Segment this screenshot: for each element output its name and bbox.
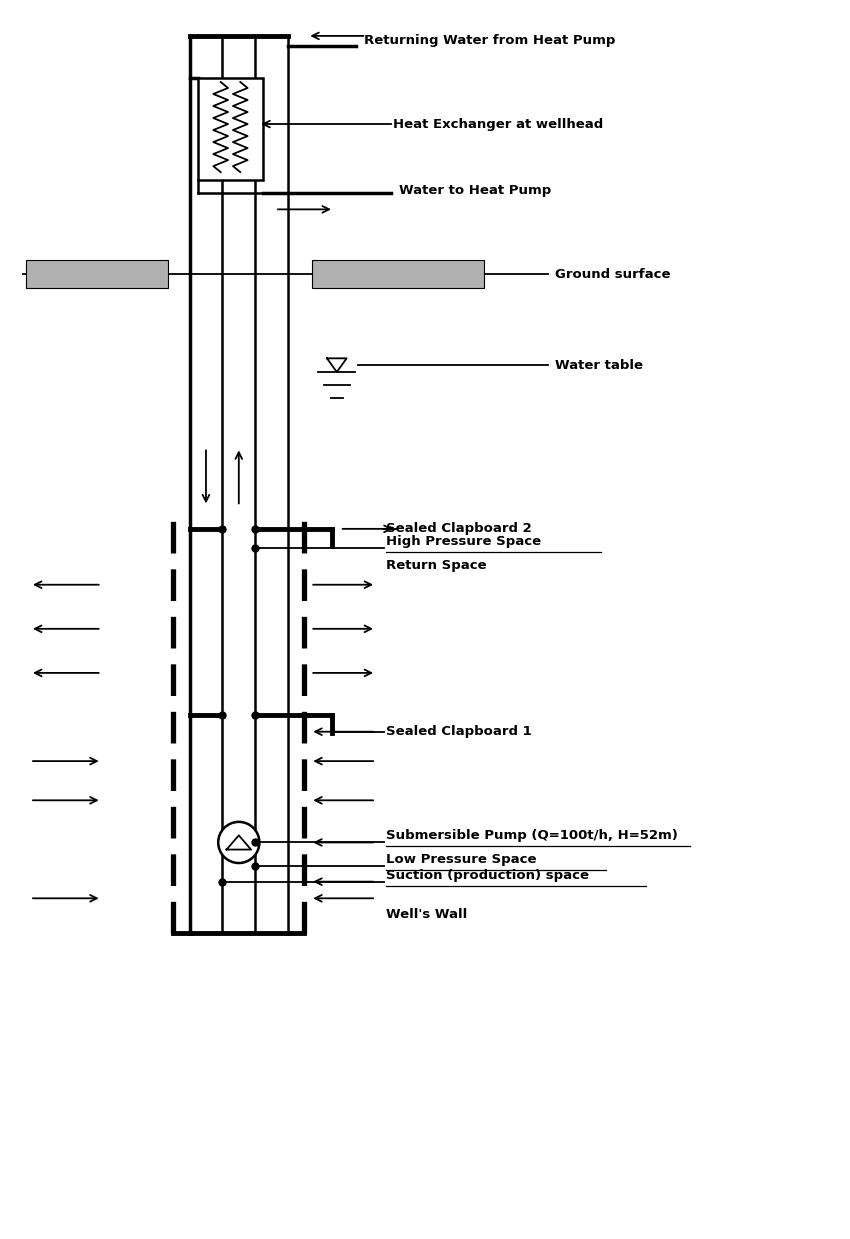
Bar	[26, 260, 168, 287]
Text: Well's Wall: Well's Wall	[386, 908, 467, 922]
Text: Heat Exchanger at wellhead: Heat Exchanger at wellhead	[393, 118, 603, 130]
Text: Return Space: Return Space	[386, 559, 486, 571]
Text: Sealed Clapboard 2: Sealed Clapboard 2	[386, 523, 531, 535]
Text: Suction (production) space: Suction (production) space	[386, 869, 589, 882]
Text: Sealed Clapboard 1: Sealed Clapboard 1	[386, 725, 531, 738]
Text: Submersible Pump (Q=100t/h, H=52m): Submersible Pump (Q=100t/h, H=52m)	[386, 829, 677, 843]
Text: Water table: Water table	[555, 358, 643, 372]
Text: High Pressure Space: High Pressure Space	[386, 535, 541, 549]
Bar	[198, 78, 264, 180]
Text: Low Pressure Space: Low Pressure Space	[386, 852, 536, 866]
Text: Ground surface: Ground surface	[555, 268, 671, 280]
Bar	[312, 260, 484, 287]
Text: Returning Water from Heat Pump: Returning Water from Heat Pump	[365, 35, 615, 47]
Circle shape	[218, 821, 259, 864]
Text: Water to Heat Pump: Water to Heat Pump	[399, 185, 551, 197]
